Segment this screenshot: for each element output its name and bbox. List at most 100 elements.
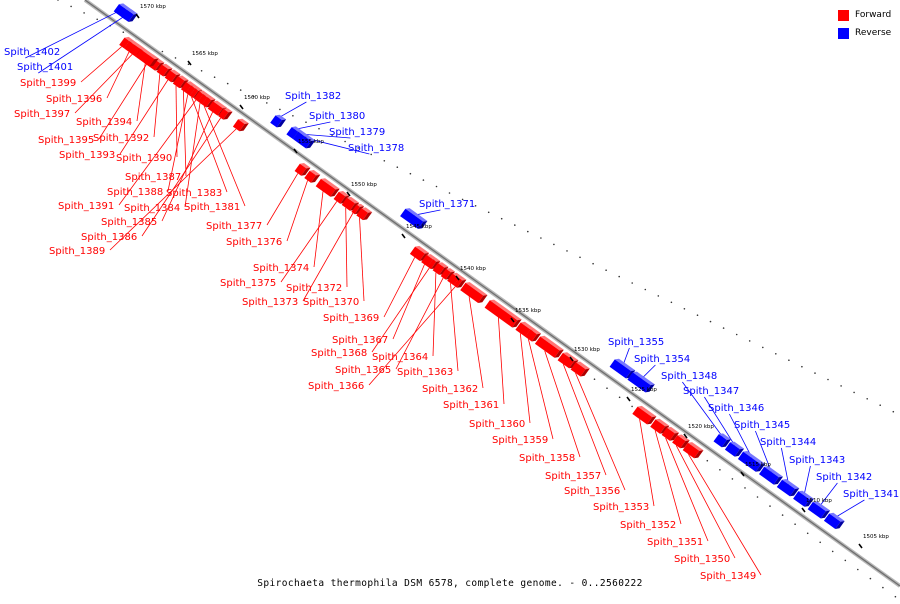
leader-line [167, 94, 189, 192]
scale-tick-label: 1565 kbp [192, 51, 218, 57]
gene-label: Spith_1393 [59, 150, 115, 161]
gene-block-face [286, 127, 299, 139]
scale-dot [775, 353, 777, 355]
gene-label: Spith_1389 [49, 246, 105, 257]
leader-line [675, 445, 736, 559]
gene-label: Spith_1351 [647, 537, 703, 548]
scale-tick-mark [239, 104, 244, 110]
gene-block-top [346, 196, 360, 204]
gene-block-side [310, 174, 321, 183]
scale-dot [762, 346, 764, 349]
leader-line [688, 453, 762, 576]
gene-label: Spith_1345 [734, 420, 790, 431]
gene-block-top [309, 170, 321, 176]
scale-dot [370, 153, 373, 156]
gene-block-side [239, 123, 249, 132]
scale-dot [253, 95, 255, 98]
scale-dot [853, 391, 855, 394]
gene-block-top [426, 254, 438, 260]
gene-label: Spith_1386 [81, 232, 137, 243]
gene-label: Spith_1397 [14, 109, 70, 120]
gene-block-face [193, 91, 204, 102]
gene-block [793, 490, 814, 507]
gene-block-top [161, 63, 173, 70]
gene-block [143, 54, 159, 67]
gene-block-face [682, 442, 700, 459]
scale-tick-mark [740, 471, 745, 477]
scale-dot [706, 459, 709, 462]
scale-dot [631, 282, 633, 284]
gene-block-face [304, 170, 317, 183]
gene-block [724, 441, 745, 457]
leader-line [414, 209, 441, 216]
legend-label-reverse: Reverse [855, 28, 892, 38]
leader-line [498, 317, 505, 405]
scale-tick-mark [135, 13, 140, 19]
gene-block-side [223, 111, 233, 120]
gene-block-top [677, 434, 690, 441]
gene-block [759, 466, 783, 485]
scale-tick-mark [346, 191, 351, 197]
leader-line [729, 413, 753, 459]
scale-dot [553, 243, 555, 246]
scale-dot [357, 147, 360, 149]
gene-block-top [718, 433, 732, 440]
gene-block [807, 501, 831, 519]
gene-label: Spith_1366 [308, 381, 364, 392]
gene-block-face [356, 208, 368, 221]
leader-line [654, 430, 682, 525]
scale-tick-mark [683, 433, 688, 439]
gene-block-top [338, 191, 350, 197]
scale-tick-mark [455, 275, 460, 281]
leader-line [641, 364, 656, 379]
gene-label: Spith_1388 [107, 187, 163, 198]
gene-block-top [812, 501, 831, 512]
scale-dot [735, 333, 738, 336]
gene-label: Spith_1357 [545, 471, 601, 482]
gene-block-face [207, 101, 223, 116]
scale-dot [514, 224, 516, 226]
gene-block-face [453, 278, 463, 288]
gene-block [570, 361, 590, 377]
leader-line [834, 499, 865, 518]
gene-block-face [333, 191, 346, 204]
gene-block-face [299, 136, 312, 149]
leader-line [313, 191, 324, 268]
gene-block [627, 371, 655, 393]
gene-block-face [351, 204, 360, 215]
gene-block-top [637, 405, 657, 418]
gene-block-face [129, 44, 141, 57]
scale-tick-label: 1505 kbp [863, 534, 889, 540]
gene-block-face [460, 282, 484, 303]
gene-label: Spith_1352 [620, 520, 676, 531]
leader-line [682, 381, 724, 438]
leader-line [307, 138, 370, 155]
gene-label: Spith_1383 [166, 188, 222, 199]
scale-tick-mark [801, 507, 806, 513]
leader-line [175, 85, 178, 158]
scale-dot [266, 102, 268, 104]
gene-block-side [276, 119, 287, 128]
gene-block [776, 479, 800, 497]
gene-block-face [737, 451, 761, 472]
gene-block-top [520, 321, 535, 330]
gene-block-top [298, 131, 309, 137]
gene-block-top [191, 84, 200, 89]
leader-line [622, 347, 630, 366]
scale-dot [174, 57, 177, 59]
scale-dot [527, 230, 529, 233]
gene-block-top [195, 87, 203, 91]
gene-block [713, 433, 732, 448]
gene-block-side [773, 476, 783, 485]
leader-line [392, 264, 425, 340]
gene-block-top [178, 75, 189, 81]
gene-block [315, 178, 340, 197]
gene-block-top [446, 268, 455, 273]
gene-block-top [207, 96, 216, 101]
gene-block-face [534, 336, 560, 358]
gene-block-top [489, 299, 522, 321]
gene-block-side [512, 319, 522, 328]
gene-block-face [650, 419, 666, 434]
gene-block [453, 277, 467, 288]
